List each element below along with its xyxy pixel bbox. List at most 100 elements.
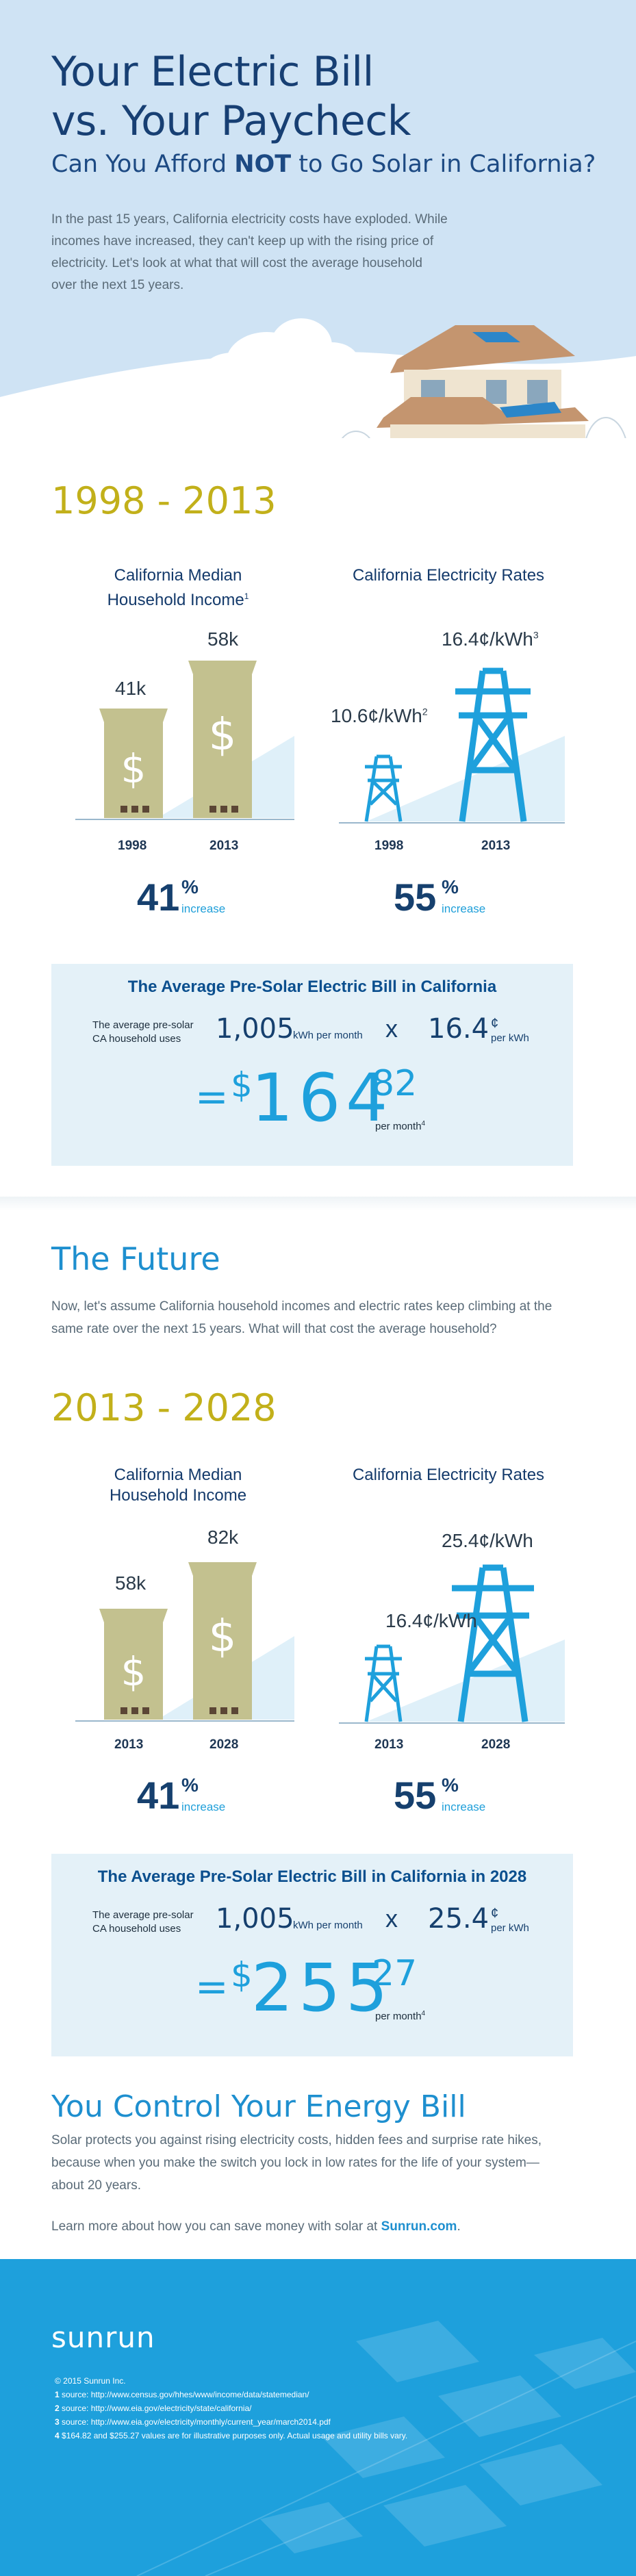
income-year-2028: 2028 [209, 1737, 239, 1752]
income-year-1998: 1998 [118, 839, 147, 853]
income-increase-percent: % [181, 1774, 199, 1796]
bill-multiply-sign: x [385, 1904, 398, 1933]
footer-background-pattern [136, 2321, 636, 2576]
income-increase-label: increase [181, 902, 226, 915]
learn-more-line: Learn more about how you can save money … [51, 2219, 461, 2234]
income-increase-value: 41 [137, 1774, 180, 1817]
copyright: © 2015 Sunrun Inc. [55, 2376, 126, 2386]
bill-total-dollars: 164 [251, 1060, 394, 1136]
bill-title: The Average Pre-Solar Electric Bill in C… [127, 978, 497, 996]
rate-year-2013: 2013 [374, 1737, 404, 1752]
money-building-icon: $ [99, 709, 168, 818]
rate-increase-percent: % [442, 1774, 459, 1796]
income-increase-value: 41 [137, 876, 180, 919]
bill-panel-current: The Average Pre-Solar Electric Bill in C… [51, 964, 573, 1166]
rate-year-2028: 2028 [481, 1737, 511, 1752]
rate-value-2028: 25.4¢/kWh [442, 1530, 533, 1551]
rates-column-heading: California Electricity Rates [352, 1466, 545, 1484]
future-heading: The Future [51, 1240, 220, 1277]
bill-rate-value: 16.4 [428, 1013, 489, 1045]
rates-towers-graphic [339, 667, 565, 824]
rate-year-1998: 1998 [374, 839, 404, 853]
income-increase-percent: % [181, 876, 199, 897]
bill-title: The Average Pre-Solar Electric Bill in C… [97, 1867, 527, 1886]
bill-total-cents: 27 [372, 1953, 418, 1994]
bill-equals: = [195, 1963, 229, 2010]
bill-panel-2028: The Average Pre-Solar Electric Bill in C… [51, 1854, 573, 2056]
bill-usage-label: The average pre-solar CA household uses [92, 1909, 194, 1935]
footnote-3: 3 source: http://www.eia.gov/electricity… [55, 2417, 331, 2427]
power-tower-icon [364, 1644, 403, 1722]
rate-increase-value: 55 [394, 1774, 437, 1817]
house-illustration [341, 325, 626, 438]
svg-text:$: $ [209, 1611, 237, 1662]
rate-value-2013: 16.4¢/kWh [385, 1610, 477, 1631]
control-heading: You Control Your Energy Bill [51, 2089, 466, 2124]
income-year-2013: 2013 [209, 839, 239, 853]
bill-rate-cent: ¢ [491, 1906, 499, 1921]
income-bars-graphic: $ $ [75, 1562, 294, 1722]
income-increase-label: increase [181, 1800, 226, 1813]
money-building-icon: $ [188, 661, 257, 818]
page-title-line1: Your Electric Bill [51, 48, 374, 96]
footnotes: © 2015 Sunrun Inc. 1 source: http://www.… [55, 2374, 407, 2443]
bill-dollar-sign: $ [231, 1065, 253, 1105]
footer: sunrun © 2015 Sunrun Inc. 1 source: http… [0, 2259, 636, 2576]
income-bars-graphic: $ $ [75, 661, 294, 820]
bill-per-month: per month4 [375, 1120, 426, 1132]
power-tower-icon [364, 754, 403, 822]
bill-kwh-value: 1,005 [216, 1013, 294, 1045]
bill-kwh-unit: kWh per month [293, 1030, 363, 1041]
money-building-icon: $ [99, 1609, 168, 1720]
hero-section: Your Electric Bill vs. Your Paycheck Can… [0, 0, 636, 438]
bill-rate-value: 25.4 [428, 1903, 489, 1935]
rate-increase-label: increase [442, 902, 486, 915]
footnote-1: 1 source: http://www.census.gov/hhes/www… [55, 2390, 309, 2399]
rate-value-1998: 10.6¢/kWh2 [331, 705, 428, 726]
bill-total-dollars: 255 [251, 1950, 394, 2026]
page-subtitle: Can You Afford NOT to Go Solar in Califo… [51, 151, 596, 178]
bill-rate-unit: per kWh [491, 1922, 529, 1934]
income-value-2013: 58k [207, 628, 239, 650]
bill-dollar-sign: $ [231, 1955, 253, 1995]
income-value-2013: 58k [115, 1572, 147, 1594]
rate-year-2013: 2013 [481, 839, 511, 853]
bill-total-cents: 82 [372, 1063, 418, 1104]
sunrun-logo: sunrun [51, 2321, 155, 2354]
intro-paragraph: In the past 15 years, California electri… [51, 212, 448, 292]
income-value-1998: 41k [115, 678, 147, 699]
income-column-heading: California Median Household Income [109, 1466, 247, 1505]
rate-increase-percent: % [442, 876, 459, 897]
bill-kwh-unit: kWh per month [293, 1920, 363, 1931]
sunrun-link[interactable]: Sunrun.com [381, 2219, 457, 2234]
bill-rate-unit: per kWh [491, 1032, 529, 1044]
svg-text:$: $ [121, 1648, 147, 1695]
bill-per-month: per month4 [375, 2010, 426, 2022]
bill-rate-cent: ¢ [491, 1016, 499, 1031]
footnote-4: 4 $164.82 and $255.27 values are for ill… [55, 2431, 408, 2440]
rates-column-heading: California Electricity Rates [352, 566, 545, 585]
rate-increase-value: 55 [394, 876, 437, 919]
period-heading-1998-2013: 1998 - 2013 [51, 479, 277, 522]
page-title-line2: vs. Your Paycheck [51, 97, 411, 145]
bill-multiply-sign: x [385, 1015, 398, 1043]
rate-increase-label: increase [442, 1800, 486, 1813]
power-tower-icon [455, 667, 531, 822]
power-tower-icon [452, 1564, 534, 1722]
section-divider [0, 1197, 636, 1210]
bill-equals: = [195, 1073, 229, 1120]
bill-kwh-value: 1,005 [216, 1903, 294, 1935]
income-value-2028: 82k [207, 1527, 239, 1548]
income-column-heading: California Median Household Income1 [107, 566, 249, 609]
future-paragraph: Now, let's assume California household i… [51, 1299, 552, 1336]
control-paragraph: Solar protects you against rising electr… [51, 2133, 542, 2193]
cloud-decoration [202, 318, 359, 394]
svg-text:$: $ [209, 710, 237, 761]
money-building-icon: $ [188, 1562, 257, 1720]
svg-text:$: $ [121, 745, 147, 792]
period-heading-2013-2028: 2013 - 2028 [51, 1386, 277, 1429]
income-year-2013: 2013 [114, 1737, 144, 1752]
rates-towers-graphic [339, 1564, 565, 1724]
bill-usage-label: The average pre-solar CA household uses [92, 1019, 194, 1045]
footnote-2: 2 source: http://www.eia.gov/electricity… [55, 2403, 252, 2413]
